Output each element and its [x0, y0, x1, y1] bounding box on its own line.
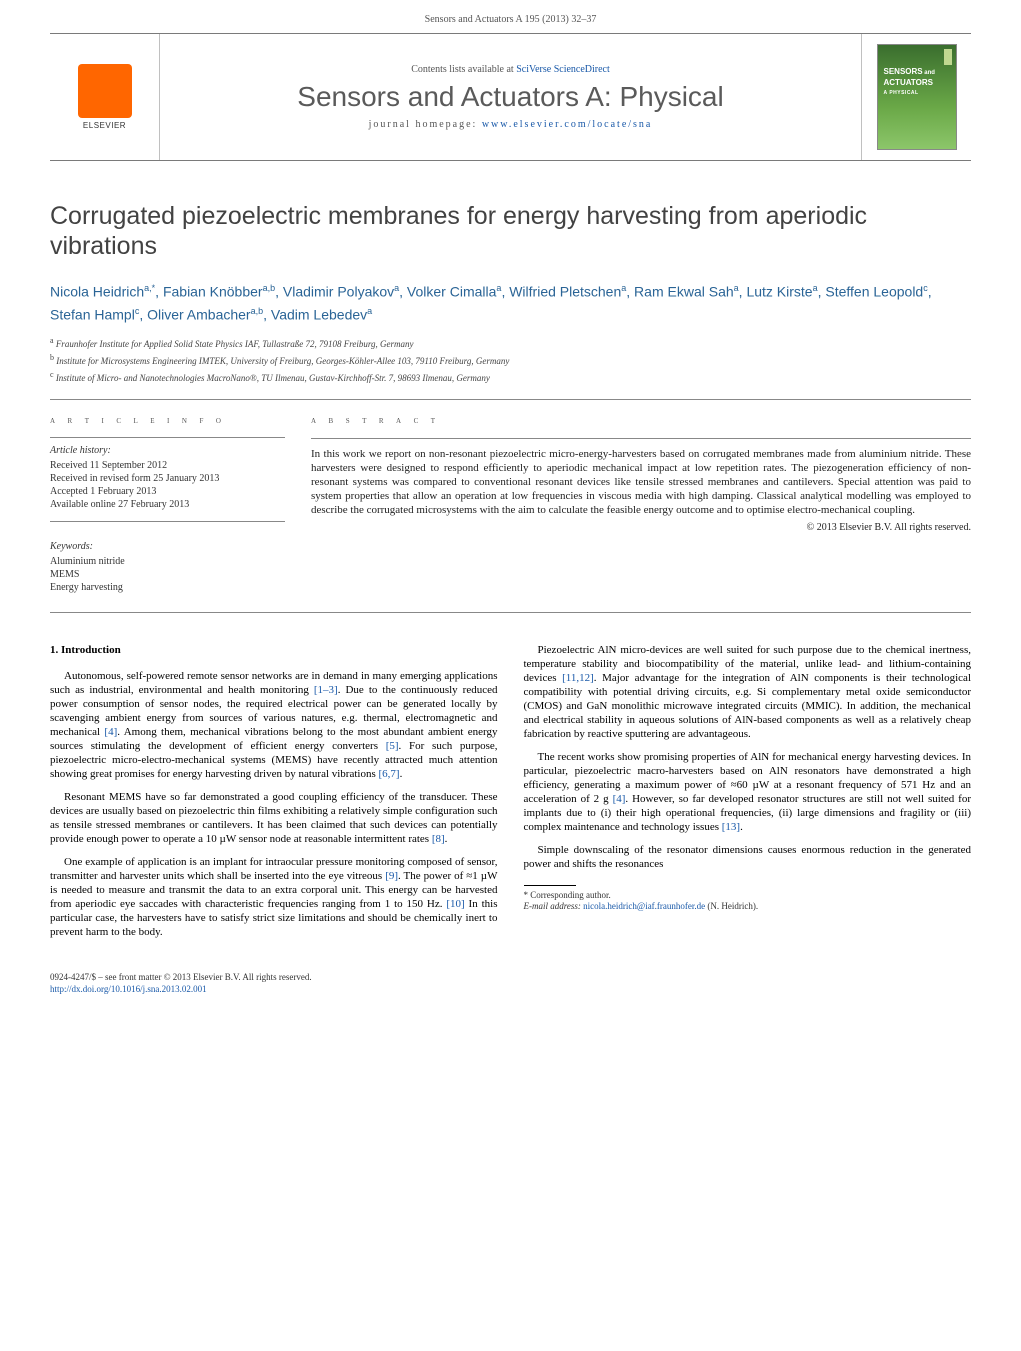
footnotes: * Corresponding author. E-mail address: … — [524, 890, 972, 912]
header-center: Contents lists available at SciVerse Sci… — [160, 34, 861, 160]
affiliation-b: b Institute for Microsystems Engineering… — [50, 351, 971, 368]
email-suffix: (N. Heidrich). — [705, 901, 758, 911]
email-label: E-mail address: — [524, 901, 584, 911]
info-divider-1 — [50, 437, 285, 438]
elsevier-tree-icon — [78, 64, 132, 118]
contents-prefix: Contents lists available at — [411, 64, 516, 75]
page-footer: 0924-4247/$ – see front matter © 2013 El… — [0, 959, 1021, 1015]
ref-6-7[interactable]: [6,7] — [379, 768, 400, 780]
paragraph-3: One example of application is an implant… — [50, 855, 498, 939]
paragraph-5: The recent works show promising properti… — [524, 750, 972, 834]
paragraph-6: Simple downscaling of the resonator dime… — [524, 843, 972, 871]
keywords-head: Keywords: — [50, 540, 285, 553]
ref-4[interactable]: [4] — [104, 726, 117, 738]
publisher-name: ELSEVIER — [83, 121, 126, 130]
homepage-link[interactable]: www.elsevier.com/locate/sna — [482, 119, 653, 130]
affiliation-a: a Fraunhofer Institute for Applied Solid… — [50, 334, 971, 351]
sciencedirect-link[interactable]: SciVerse ScienceDirect — [516, 64, 610, 75]
article-history-head: Article history: — [50, 444, 285, 457]
divider-bottom — [50, 612, 971, 613]
journal-header-band: ELSEVIER Contents lists available at Sci… — [50, 33, 971, 161]
publisher-logo-cell: ELSEVIER — [50, 34, 160, 160]
cover-line-1: SENSORS — [884, 67, 923, 76]
email-line: E-mail address: nicola.heidrich@iaf.frau… — [524, 901, 972, 912]
ref-9[interactable]: [9] — [385, 870, 398, 882]
received-date: Received 11 September 2012 — [50, 459, 285, 472]
author-email-link[interactable]: nicola.heidrich@iaf.fraunhofer.de — [583, 901, 705, 911]
abstract-heading: a b s t r a c t — [311, 414, 971, 428]
homepage-prefix: journal homepage: — [369, 119, 482, 130]
abstract-copyright: © 2013 Elsevier B.V. All rights reserved… — [311, 521, 971, 535]
authors-list: Nicola Heidricha,*, Fabian Knöbbera,b, V… — [50, 279, 971, 324]
accepted-date: Accepted 1 February 2013 — [50, 485, 285, 498]
cover-line-2: ACTUATORS — [884, 78, 933, 87]
paragraph-2: Resonant MEMS have so far demonstrated a… — [50, 790, 498, 846]
doi-link[interactable]: http://dx.doi.org/10.1016/j.sna.2013.02.… — [50, 984, 207, 994]
keywords-block: Keywords: Aluminium nitride MEMS Energy … — [50, 540, 285, 594]
keyword-3: Energy harvesting — [50, 581, 285, 594]
abstract-divider — [311, 438, 971, 439]
running-head: Sensors and Actuators A 195 (2013) 32–37 — [0, 0, 1021, 33]
cover-thumb-cell: SENSORS and ACTUATORS A PHYSICAL — [861, 34, 971, 160]
revised-date: Received in revised form 25 January 2013 — [50, 472, 285, 485]
corresponding-author: * Corresponding author. — [524, 890, 972, 901]
ref-10[interactable]: [10] — [446, 898, 464, 910]
ref-4b[interactable]: [4] — [613, 793, 626, 805]
online-date: Available online 27 February 2013 — [50, 498, 285, 511]
ref-11-12[interactable]: [11,12] — [562, 672, 594, 684]
journal-name: Sensors and Actuators A: Physical — [160, 81, 861, 113]
affiliation-c: c Institute of Micro- and Nanotechnologi… — [50, 368, 971, 385]
contents-lists-line: Contents lists available at SciVerse Sci… — [160, 64, 861, 75]
footnote-separator — [524, 885, 576, 886]
ref-13[interactable]: [13] — [722, 821, 740, 833]
info-abstract-row: a r t i c l e i n f o Article history: R… — [50, 400, 971, 612]
elsevier-logo: ELSEVIER — [70, 57, 140, 137]
cover-title-text: SENSORS and ACTUATORS A PHYSICAL — [878, 67, 956, 98]
keyword-1: Aluminium nitride — [50, 555, 285, 568]
journal-cover-thumb: SENSORS and ACTUATORS A PHYSICAL — [877, 44, 957, 150]
article-title: Corrugated piezoelectric membranes for e… — [50, 201, 971, 261]
paragraph-1: Autonomous, self-powered remote sensor n… — [50, 669, 498, 781]
info-divider-2 — [50, 521, 285, 522]
ref-8[interactable]: [8] — [432, 833, 445, 845]
abstract-column: a b s t r a c t In this work we report o… — [311, 414, 971, 594]
section-1-heading: 1. Introduction — [50, 643, 498, 657]
abstract-text: In this work we report on non-resonant p… — [311, 447, 971, 517]
issn-line: 0924-4247/$ – see front matter © 2013 El… — [50, 971, 971, 983]
body-two-column: 1. Introduction Autonomous, self-powered… — [50, 643, 971, 939]
ref-1-3[interactable]: [1–3] — [314, 684, 338, 696]
paragraph-4: Piezoelectric AlN micro-devices are well… — [524, 643, 972, 741]
ref-5[interactable]: [5] — [386, 740, 399, 752]
article-info-heading: a r t i c l e i n f o — [50, 414, 285, 427]
cover-accent-bar — [944, 49, 952, 65]
affiliations: a Fraunhofer Institute for Applied Solid… — [50, 334, 971, 385]
cover-sub: A PHYSICAL — [884, 90, 919, 96]
article-info-column: a r t i c l e i n f o Article history: R… — [50, 414, 285, 594]
homepage-line: journal homepage: www.elsevier.com/locat… — [160, 119, 861, 130]
keyword-2: MEMS — [50, 568, 285, 581]
